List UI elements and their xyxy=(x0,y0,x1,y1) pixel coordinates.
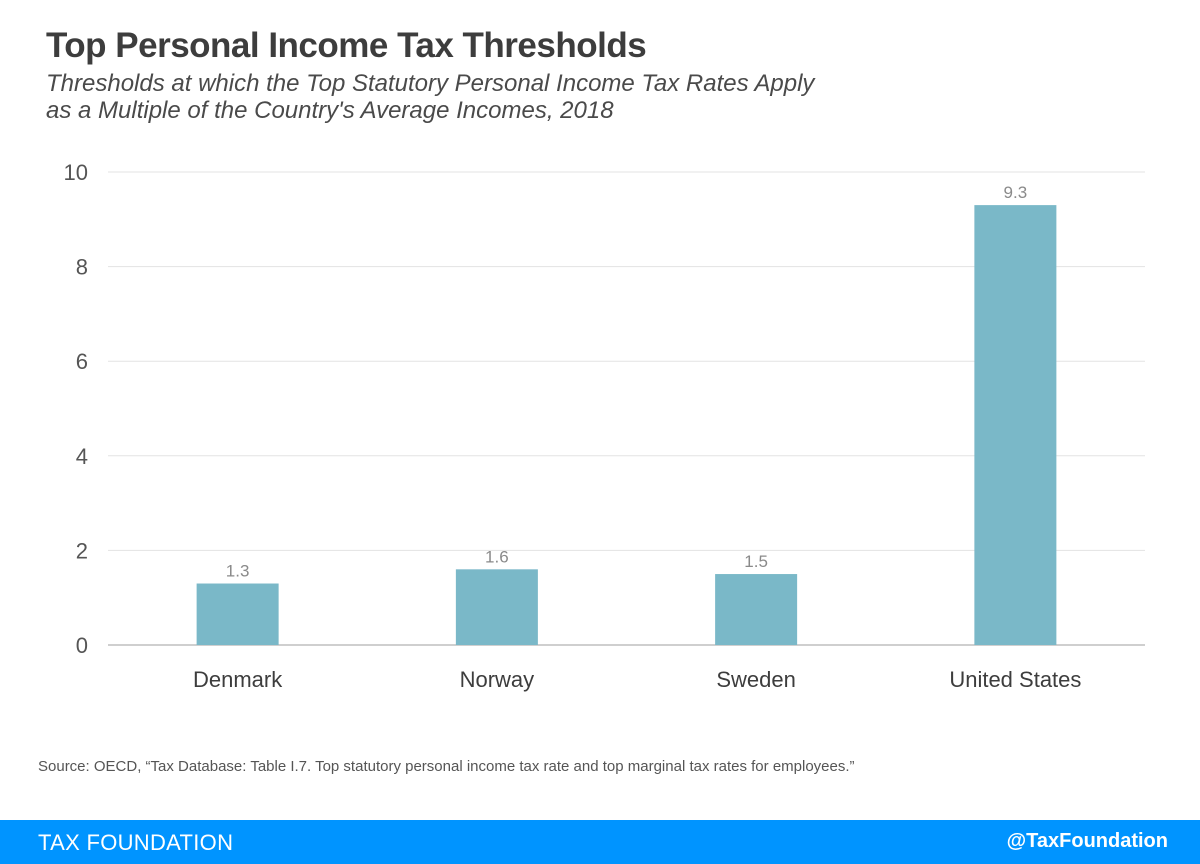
y-tick-label: 8 xyxy=(76,255,88,280)
bar xyxy=(715,574,798,645)
footer-brand: TAX FOUNDATION xyxy=(38,830,234,855)
data-label: 1.6 xyxy=(485,547,509,566)
data-label: 1.3 xyxy=(226,562,250,581)
subtitle-line-2: as a Multiple of the Country's Average I… xyxy=(46,97,614,124)
y-tick-label: 10 xyxy=(64,160,88,185)
x-tick-label: Denmark xyxy=(193,667,283,692)
bar xyxy=(974,205,1057,646)
bar xyxy=(196,583,279,645)
subtitle-line-1: Thresholds at which the Top Statutory Pe… xyxy=(46,70,815,97)
data-label: 1.5 xyxy=(744,552,768,571)
y-tick-label: 0 xyxy=(76,633,88,658)
x-tick-label: Sweden xyxy=(716,667,796,692)
data-label: 9.3 xyxy=(1004,183,1028,202)
chart-title: Top Personal Income Tax Thresholds xyxy=(46,26,647,65)
source-note: Source: OECD, “Tax Database: Table I.7. … xyxy=(38,758,855,775)
bar xyxy=(455,569,538,645)
bar-chart: 0 2 4 6 8 10 1.3 Denmark 1.6 Norway 1.5 Sweden 9.3 Un… xyxy=(64,160,1145,692)
y-tick-label: 6 xyxy=(76,349,88,374)
y-tick-label: 4 xyxy=(76,444,88,469)
footer-bar: TAX FOUNDATION @TaxFoundation xyxy=(0,820,1200,864)
chart-subtitle: Thresholds at which the Top Statutory Pe… xyxy=(46,70,814,124)
y-tick-label: 2 xyxy=(76,538,88,563)
x-tick-label: United States xyxy=(949,667,1081,692)
footer-handle: @TaxFoundation xyxy=(1006,830,1168,852)
x-tick-label: Norway xyxy=(460,667,535,692)
